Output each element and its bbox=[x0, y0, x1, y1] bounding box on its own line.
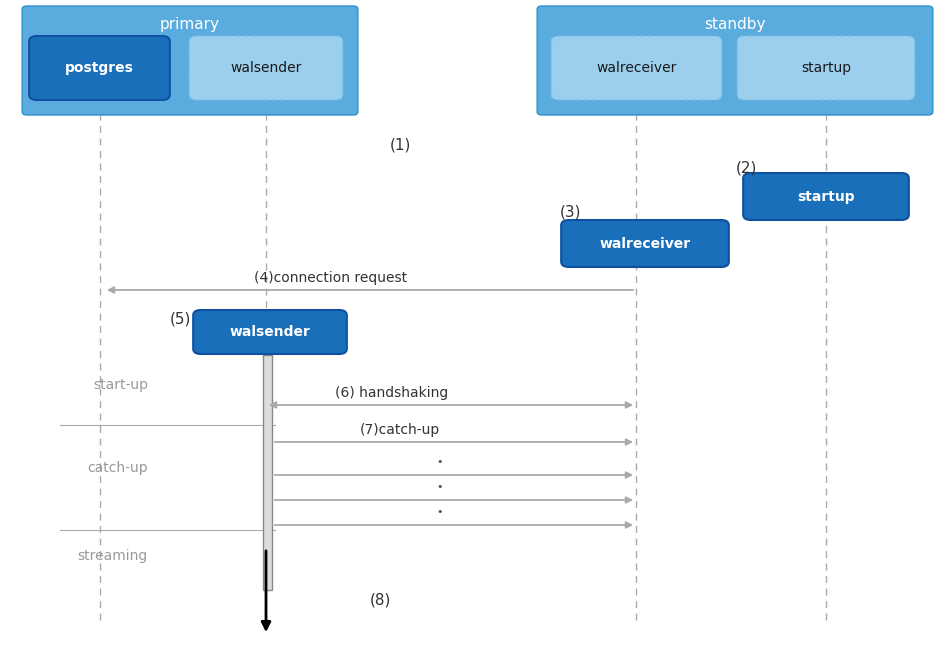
Text: •: • bbox=[437, 482, 444, 492]
FancyBboxPatch shape bbox=[537, 6, 933, 115]
Text: walreceiver: walreceiver bbox=[596, 61, 676, 75]
Text: start-up: start-up bbox=[93, 378, 148, 392]
Text: catch-up: catch-up bbox=[87, 461, 148, 475]
Text: •: • bbox=[437, 457, 444, 467]
Bar bbox=[263, 355, 272, 590]
Text: (2): (2) bbox=[736, 161, 758, 175]
Text: postgres: postgres bbox=[65, 61, 134, 75]
FancyBboxPatch shape bbox=[22, 6, 358, 115]
FancyBboxPatch shape bbox=[189, 36, 342, 100]
Text: startup: startup bbox=[801, 61, 851, 75]
Text: (1): (1) bbox=[390, 137, 412, 153]
Text: (6) handshaking: (6) handshaking bbox=[335, 386, 448, 400]
FancyBboxPatch shape bbox=[561, 220, 728, 267]
Text: (4)connection request: (4)connection request bbox=[254, 271, 407, 285]
Text: •: • bbox=[437, 507, 444, 517]
Text: walsender: walsender bbox=[230, 325, 310, 339]
Text: standby: standby bbox=[704, 17, 765, 31]
Text: primary: primary bbox=[160, 17, 220, 31]
Text: walsender: walsender bbox=[230, 61, 302, 75]
Text: (3): (3) bbox=[560, 205, 582, 220]
FancyBboxPatch shape bbox=[29, 36, 170, 100]
Text: streaming: streaming bbox=[78, 549, 148, 563]
Text: startup: startup bbox=[797, 189, 855, 203]
FancyBboxPatch shape bbox=[552, 36, 722, 100]
Text: (7)catch-up: (7)catch-up bbox=[360, 423, 440, 437]
Text: walreceiver: walreceiver bbox=[600, 236, 691, 250]
FancyBboxPatch shape bbox=[737, 36, 915, 100]
Text: (8): (8) bbox=[370, 592, 392, 608]
FancyBboxPatch shape bbox=[193, 310, 347, 354]
Text: (5): (5) bbox=[170, 311, 191, 327]
FancyBboxPatch shape bbox=[744, 173, 909, 220]
